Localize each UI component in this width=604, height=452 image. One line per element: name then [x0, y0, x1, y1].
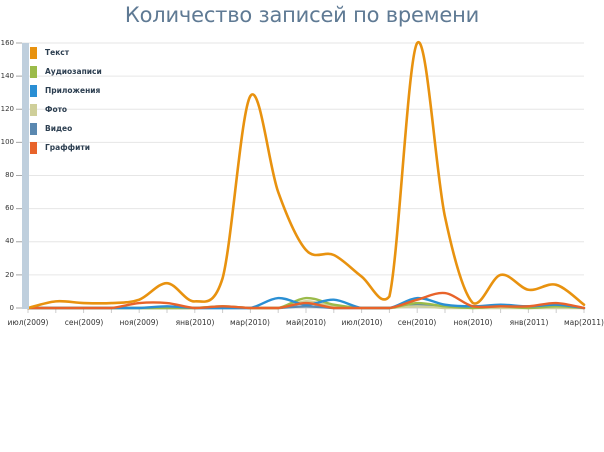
x-tick-label: мар(2011) — [564, 318, 604, 327]
legend-item-graffiti[interactable]: Граффити — [30, 142, 150, 154]
y-tick-label: 40 — [5, 237, 14, 245]
y-tick-label: 160 — [0, 39, 14, 47]
legend-label: Текст — [45, 48, 70, 57]
legend-label: Аудиозаписи — [45, 67, 102, 76]
legend-swatch — [30, 142, 37, 154]
chart-title: Количество записей по времени — [124, 3, 480, 27]
x-tick-label: сен(2009) — [64, 318, 104, 327]
y-tick-label: 120 — [0, 105, 14, 113]
y-tick-label: 0 — [9, 304, 14, 312]
x-tick-label: сен(2010) — [397, 318, 437, 327]
legend-label: Фото — [45, 105, 68, 114]
legend-label: Видео — [45, 124, 73, 133]
y-tick-label: 140 — [0, 72, 14, 80]
x-tick-label: янв(2010) — [175, 318, 215, 327]
x-tick-label: май(2010) — [285, 318, 327, 327]
y-axis-bar — [22, 43, 29, 309]
legend-swatch — [30, 123, 37, 135]
y-tick-label: 20 — [5, 271, 14, 279]
legend-item-video[interactable]: Видео — [30, 123, 150, 135]
legend-item-text[interactable]: Текст — [30, 47, 150, 59]
x-tick-label: ноя(2010) — [453, 318, 493, 327]
series-line-2 — [26, 296, 586, 310]
y-tick-label: 100 — [0, 138, 14, 146]
legend-swatch — [30, 85, 37, 97]
x-tick-label: мар(2010) — [230, 318, 270, 327]
y-tick-label: 80 — [5, 171, 14, 179]
series-line-5 — [26, 291, 586, 310]
x-tick-label: июл(2009) — [7, 318, 49, 327]
legend-swatch — [30, 47, 37, 59]
legend-swatch — [30, 104, 37, 116]
legend-item-apps[interactable]: Приложения — [30, 85, 150, 97]
y-tick-label: 60 — [5, 204, 14, 212]
legend-swatch — [30, 66, 37, 78]
legend-label: Граффити — [45, 143, 90, 152]
series-line-0 — [26, 41, 586, 310]
x-tick-label: ноя(2009) — [119, 318, 159, 327]
legend-label: Приложения — [45, 86, 101, 95]
gridlines — [16, 42, 584, 309]
x-tick-label: янв(2011) — [509, 318, 549, 327]
x-tick-label: июл(2010) — [341, 318, 383, 327]
series-lines — [26, 41, 586, 310]
legend-item-photo[interactable]: Фото — [30, 104, 150, 116]
legend-item-audio[interactable]: Аудиозаписи — [30, 66, 150, 78]
